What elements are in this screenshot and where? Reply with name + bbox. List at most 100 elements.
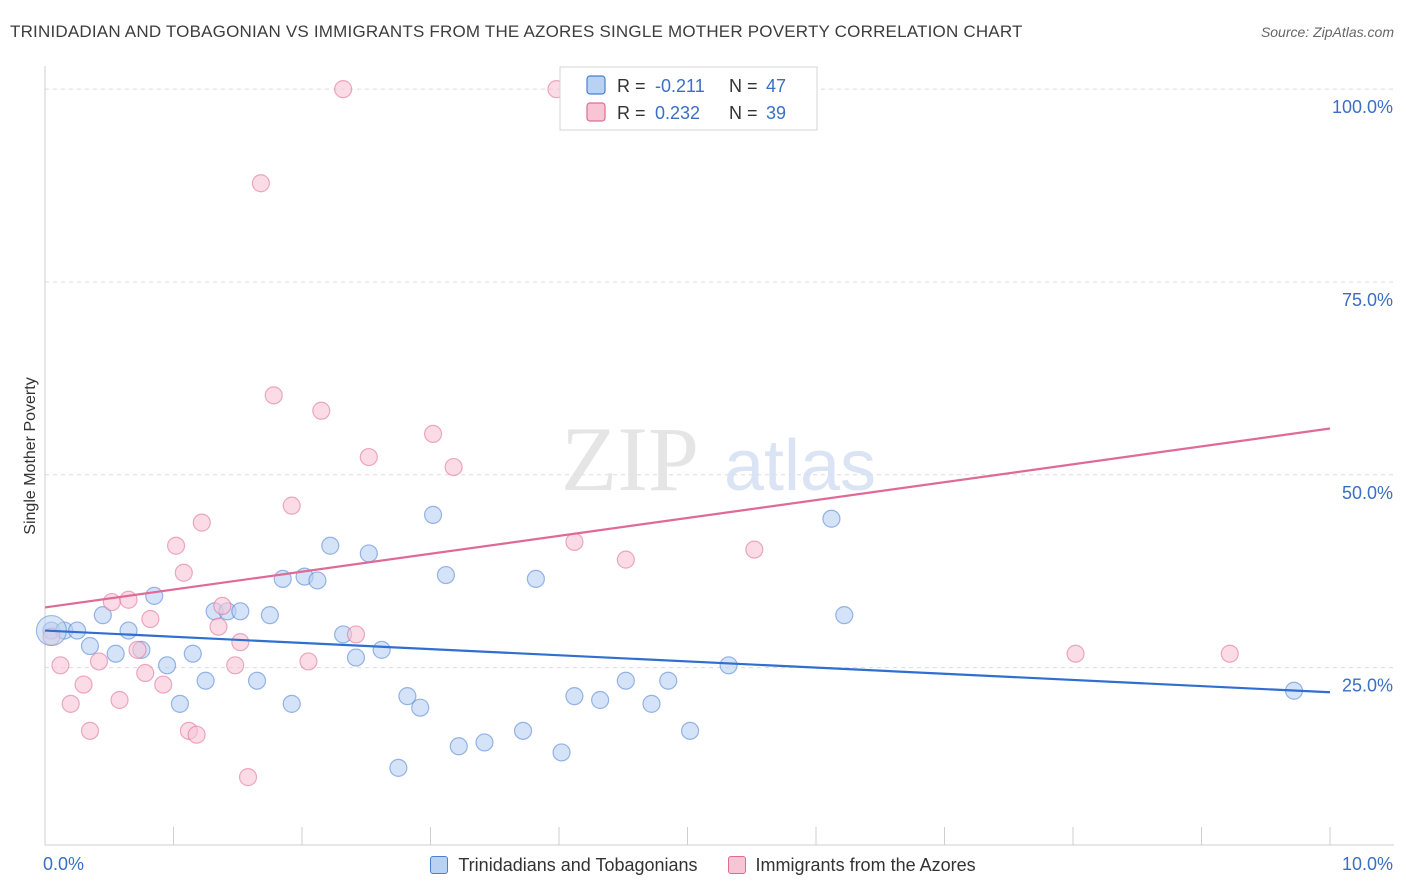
point-trinidadian <box>411 698 430 717</box>
point-azores <box>282 496 301 515</box>
point-azores <box>187 725 206 744</box>
legend-swatch-blue <box>586 75 606 95</box>
legend-n-value-pink: 39 <box>766 103 786 123</box>
point-trinidadian <box>835 606 854 625</box>
point-trinidadian <box>680 721 700 740</box>
point-trinidadian <box>80 636 100 656</box>
point-azores <box>213 596 232 616</box>
x-tick-labels: 0.0% 10.0% <box>43 854 1393 874</box>
data-points <box>35 80 1304 787</box>
point-trinidadian <box>552 743 571 762</box>
legend-n-value-blue: 47 <box>766 76 786 96</box>
stats-legend: R = -0.211 N = 47 R = 0.232 N = 39 <box>559 66 818 131</box>
x-tick-label: 10.0% <box>1342 854 1393 874</box>
point-azores <box>238 768 258 787</box>
point-trinidadian <box>398 687 417 706</box>
watermark: ZIP atlas <box>561 408 876 510</box>
point-azores <box>264 386 283 405</box>
point-azores <box>565 532 584 551</box>
watermark-atlas: atlas <box>724 426 876 506</box>
point-trinidadian <box>93 606 112 625</box>
point-trinidadian <box>346 648 366 667</box>
point-azores <box>192 513 211 532</box>
point-trinidadian <box>822 509 841 528</box>
point-trinidadian <box>260 606 279 625</box>
legend-n-label-pink: N = <box>729 103 758 123</box>
y-tick-labels: 25.0% 50.0% 75.0% 100.0% <box>1332 97 1393 695</box>
point-trinidadian <box>157 656 177 675</box>
point-trinidadian <box>642 694 661 713</box>
point-azores <box>251 174 270 193</box>
point-trinidadian <box>616 671 635 690</box>
point-trinidadian <box>475 733 494 752</box>
point-azores <box>299 652 318 671</box>
trend-lines <box>44 427 1331 694</box>
legend-swatch-pink <box>586 102 606 122</box>
point-azores <box>174 563 193 582</box>
legend-n-label-blue: N = <box>729 76 758 96</box>
point-trinidadian <box>359 544 378 563</box>
point-trinidadian <box>183 644 202 663</box>
series-legend: Trinidadians and Tobagonians Immigrants … <box>0 852 1406 878</box>
legend-r-value-blue: -0.211 <box>655 76 705 96</box>
point-azores <box>745 540 764 559</box>
point-trinidadian <box>565 687 584 706</box>
watermark-zip: ZIP <box>561 408 699 510</box>
point-azores <box>312 401 331 420</box>
point-azores <box>359 447 378 467</box>
point-azores <box>226 656 245 675</box>
point-azores <box>136 663 155 683</box>
axes <box>44 66 1394 846</box>
point-azores <box>61 694 80 713</box>
point-trinidadian <box>372 640 391 659</box>
trend-line-azores <box>44 427 1331 609</box>
point-azores <box>209 617 228 636</box>
legend-item-trinidadians: Trinidadians and Tobagonians <box>430 854 698 876</box>
point-azores <box>423 424 443 444</box>
point-trinidadian <box>389 758 408 777</box>
legend-item-azores: Immigrants from the Azores <box>727 854 976 876</box>
point-trinidadian <box>659 671 678 690</box>
point-azores <box>89 652 109 671</box>
point-trinidadian <box>145 586 164 605</box>
point-trinidadian <box>68 621 87 640</box>
y-tick-label: 75.0% <box>1342 290 1393 310</box>
legend-label-trinidadians: Trinidadians and Tobagonians <box>458 854 698 875</box>
point-azores <box>102 592 121 612</box>
trend-line-trinidadian <box>44 629 1331 694</box>
point-azores <box>346 625 366 644</box>
point-azores <box>51 656 70 675</box>
point-trinidadian <box>231 602 250 621</box>
grid-lines <box>45 88 1394 669</box>
legend-label-azores: Immigrants from the Azores <box>755 854 976 875</box>
point-azores <box>166 536 186 555</box>
point-azores <box>110 690 129 710</box>
point-trinidadian <box>196 671 215 690</box>
point-trinidadian <box>591 690 610 710</box>
point-azores <box>231 633 250 652</box>
point-trinidadian <box>423 505 443 524</box>
legend-swatch-trinidadians <box>430 856 449 874</box>
point-azores <box>119 590 138 609</box>
chart-title: TRINIDADIAN AND TOBAGONIAN VS IMMIGRANTS… <box>10 22 1023 41</box>
legend-r-label-blue: R = <box>617 76 646 96</box>
y-tick-label: 50.0% <box>1342 483 1393 503</box>
point-trinidadian <box>436 565 456 585</box>
legend-r-value-pink: 0.232 <box>655 103 700 123</box>
y-tick-label: 100.0% <box>1332 97 1393 117</box>
point-azores <box>444 457 463 477</box>
point-azores <box>80 721 100 740</box>
point-trinidadian <box>170 694 190 713</box>
point-azores <box>616 550 635 569</box>
point-azores <box>1066 644 1085 663</box>
point-trinidadian <box>321 536 340 555</box>
point-trinidadian <box>308 571 327 590</box>
y-axis-label: Single Mother Poverty <box>22 377 39 534</box>
point-azores <box>141 609 160 629</box>
chart-source: Source: ZipAtlas.com <box>1260 24 1394 40</box>
point-trinidadian <box>449 737 468 756</box>
legend-r-label-pink: R = <box>617 103 646 123</box>
legend-swatch-azores <box>727 856 746 874</box>
y-tick-label: 25.0% <box>1342 676 1393 696</box>
